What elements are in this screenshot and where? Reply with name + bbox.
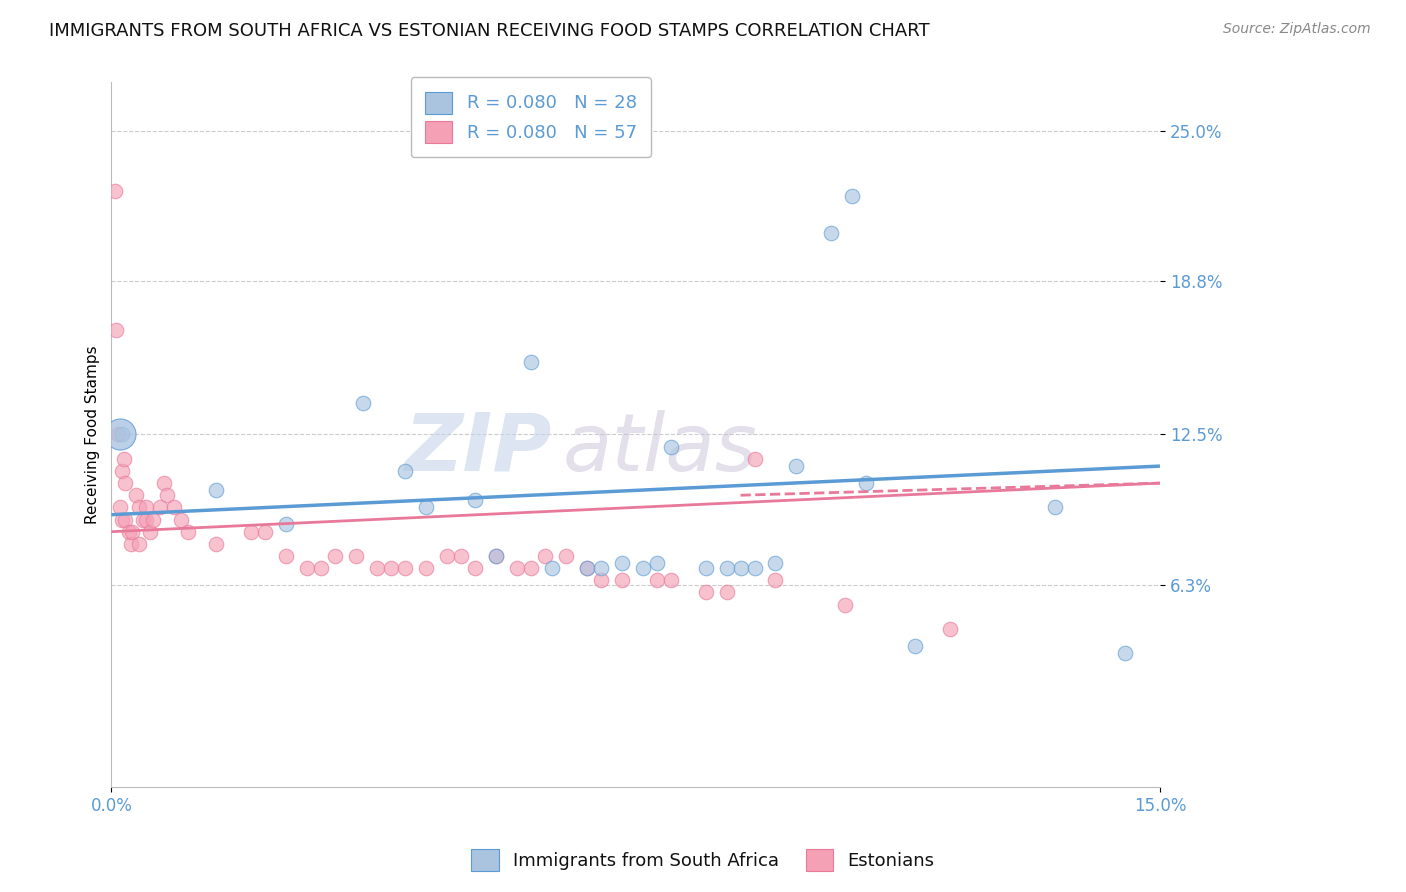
Point [744, 451, 766, 466]
Point [111, 464, 134, 478]
Point [645, 556, 668, 570]
Point [785, 459, 807, 474]
Point [589, 561, 612, 575]
Point [520, 354, 543, 368]
Point [118, 524, 141, 539]
Point [380, 561, 402, 575]
Point [841, 189, 863, 203]
Point [205, 483, 228, 498]
Text: atlas: atlas [562, 409, 756, 488]
Point [645, 574, 668, 588]
Point [366, 561, 388, 575]
Point [149, 500, 172, 515]
Point [589, 574, 612, 588]
Point [575, 561, 598, 575]
Point [533, 549, 555, 563]
Point [323, 549, 346, 563]
Point [276, 549, 298, 563]
Point [659, 440, 682, 454]
Point [716, 561, 738, 575]
Point [121, 524, 143, 539]
Point [254, 524, 277, 539]
Point [659, 574, 682, 588]
Point [610, 574, 633, 588]
Point [485, 549, 508, 563]
Point [352, 396, 374, 410]
Point [295, 561, 318, 575]
Point [695, 561, 717, 575]
Legend: Immigrants from South Africa, Estonians: Immigrants from South Africa, Estonians [464, 842, 942, 879]
Point [554, 549, 576, 563]
Point [820, 226, 842, 240]
Point [415, 561, 437, 575]
Point [111, 427, 134, 442]
Point [135, 500, 157, 515]
Point [716, 585, 738, 599]
Point [132, 512, 155, 526]
Point [112, 451, 135, 466]
Text: ZIP: ZIP [405, 409, 551, 488]
Point [730, 561, 752, 575]
Point [610, 556, 633, 570]
Point [575, 561, 598, 575]
Point [128, 537, 150, 551]
Point [163, 500, 186, 515]
Point [276, 517, 298, 532]
Point [139, 524, 162, 539]
Point [520, 561, 543, 575]
Point [156, 488, 179, 502]
Point [120, 537, 142, 551]
Point [170, 512, 193, 526]
Point [142, 512, 165, 526]
Point [153, 476, 176, 491]
Point [436, 549, 458, 563]
Point [765, 556, 787, 570]
Point [309, 561, 332, 575]
Point [695, 585, 717, 599]
Point [464, 561, 486, 575]
Point [450, 549, 472, 563]
Point [394, 561, 416, 575]
Point [108, 427, 131, 442]
Point [104, 185, 127, 199]
Point [114, 512, 136, 526]
Point [464, 493, 486, 508]
Point [240, 524, 263, 539]
Point [904, 639, 927, 653]
Point [125, 488, 148, 502]
Point [485, 549, 508, 563]
Point [855, 476, 877, 491]
Legend: R = 0.080   N = 28, R = 0.080   N = 57: R = 0.080 N = 28, R = 0.080 N = 57 [411, 77, 651, 157]
Point [415, 500, 437, 515]
Point [344, 549, 367, 563]
Point [631, 561, 654, 575]
Point [540, 561, 562, 575]
Point [939, 622, 962, 636]
Point [111, 512, 134, 526]
Point [114, 476, 136, 491]
Text: Source: ZipAtlas.com: Source: ZipAtlas.com [1223, 22, 1371, 37]
Point [177, 524, 200, 539]
Point [105, 323, 128, 337]
Point [834, 598, 856, 612]
Point [205, 537, 228, 551]
Point [394, 464, 416, 478]
Point [765, 574, 787, 588]
Point [107, 427, 129, 442]
Point [1114, 646, 1136, 660]
Point [108, 500, 131, 515]
Text: IMMIGRANTS FROM SOUTH AFRICA VS ESTONIAN RECEIVING FOOD STAMPS CORRELATION CHART: IMMIGRANTS FROM SOUTH AFRICA VS ESTONIAN… [49, 22, 929, 40]
Point [135, 512, 157, 526]
Point [744, 561, 766, 575]
Y-axis label: Receiving Food Stamps: Receiving Food Stamps [86, 345, 100, 524]
Point [1043, 500, 1066, 515]
Point [128, 500, 150, 515]
Point [506, 561, 529, 575]
